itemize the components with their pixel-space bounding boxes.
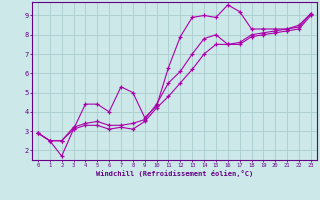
X-axis label: Windchill (Refroidissement éolien,°C): Windchill (Refroidissement éolien,°C) xyxy=(96,170,253,177)
